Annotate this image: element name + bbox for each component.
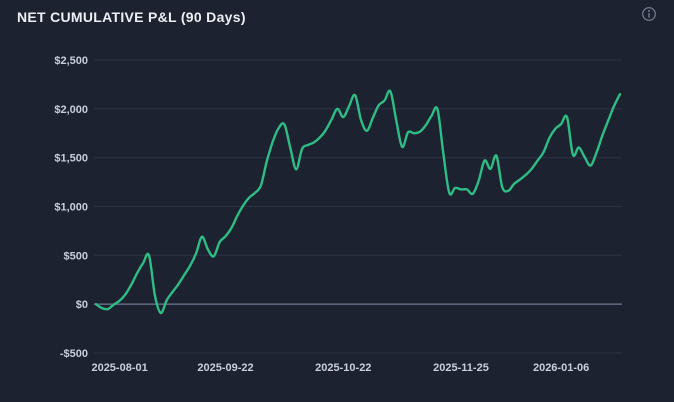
x-axis-label: 2025-08-01 <box>91 362 147 374</box>
info-icon[interactable] <box>641 6 657 22</box>
chart-title: NET CUMULATIVE P&L (90 Days) <box>17 9 246 25</box>
y-axis-label: $2,500 <box>54 55 88 67</box>
y-axis-label: $1,000 <box>54 202 88 214</box>
y-axis-label: $500 <box>64 250 88 262</box>
x-axis-label: 2025-10-22 <box>315 362 371 374</box>
y-axis-label: -$500 <box>60 348 88 360</box>
info-icon-glyph <box>642 7 656 21</box>
y-axis-label: $0 <box>76 299 88 311</box>
pnl-line <box>94 89 622 315</box>
x-axis-label: 2026-01-06 <box>533 362 589 374</box>
y-axis-label: $1,500 <box>54 153 88 165</box>
x-axis-label: 2025-11-25 <box>433 362 489 374</box>
x-axis-label: 2025-09-22 <box>197 362 253 374</box>
y-axis-label: $2,000 <box>54 104 88 116</box>
